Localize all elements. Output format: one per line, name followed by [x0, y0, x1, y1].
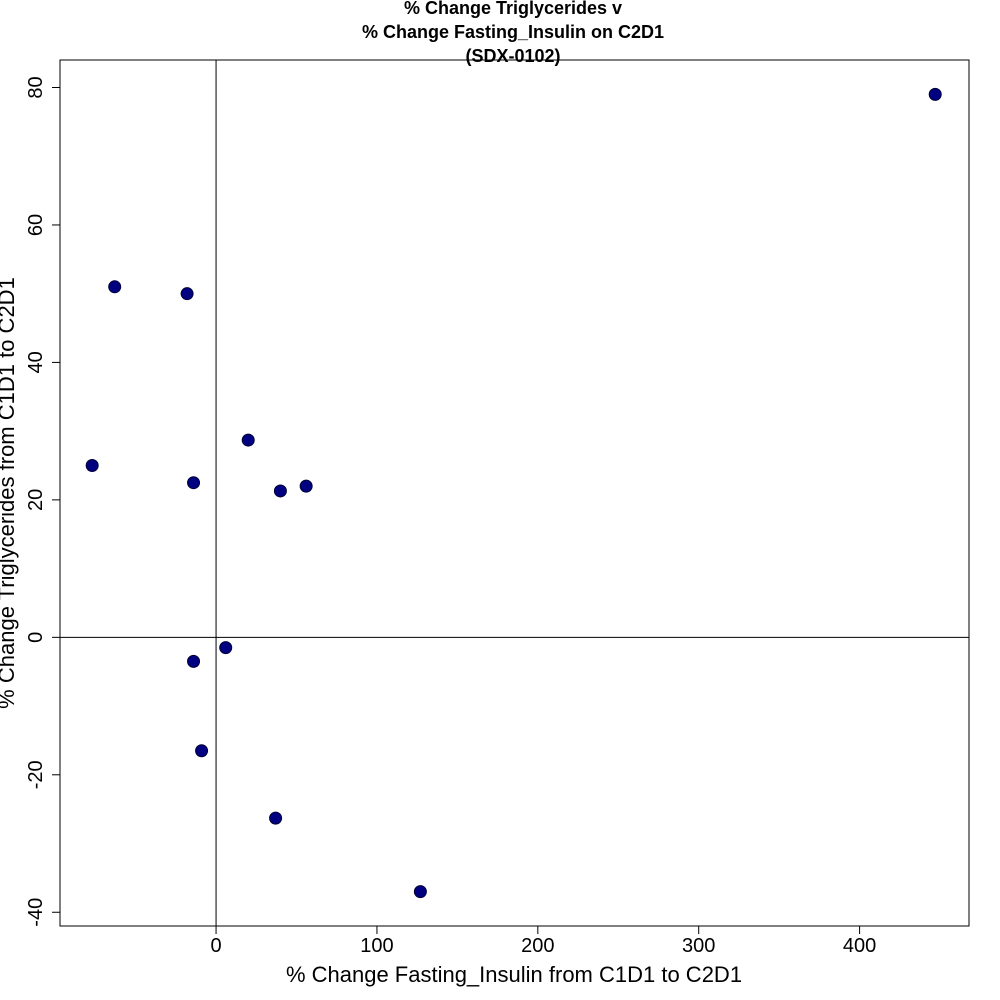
title-line-1: % Change Triglycerides v — [404, 0, 622, 18]
y-tick-label: 80 — [25, 76, 47, 98]
data-point — [413, 885, 427, 899]
data-points — [85, 87, 942, 899]
y-tick-label: -20 — [25, 760, 47, 789]
y-tick-label: 20 — [25, 489, 47, 511]
plot-area-frame — [59, 59, 970, 927]
data-point — [187, 654, 201, 668]
y-tick-label: 0 — [25, 632, 47, 643]
x-tick-label: 300 — [682, 935, 715, 957]
data-point — [273, 484, 287, 498]
data-point — [299, 479, 313, 493]
x-tick-label: 100 — [360, 935, 393, 957]
y-tick-label: 60 — [25, 214, 47, 236]
y-axis: -40 -20 0 20 40 60 80 — [25, 76, 60, 927]
data-point — [180, 287, 194, 301]
data-point — [108, 280, 122, 294]
data-point — [195, 744, 209, 758]
data-point — [928, 87, 942, 101]
data-point — [241, 433, 255, 447]
data-point — [85, 459, 99, 473]
data-point — [219, 641, 233, 655]
data-point — [187, 476, 201, 490]
y-axis-label: % Change Triglycerides from C1D1 to C2D1 — [0, 277, 19, 709]
x-tick-label: 200 — [521, 935, 554, 957]
title-line-2: % Change Fasting_Insulin on C2D1 — [362, 22, 664, 42]
y-tick-label: 40 — [25, 351, 47, 373]
y-tick-label: -40 — [25, 898, 47, 927]
reference-lines — [60, 60, 969, 926]
data-point — [269, 811, 283, 825]
x-axis-label: % Change Fasting_Insulin from C1D1 to C2… — [286, 962, 742, 987]
chart-title: % Change Triglycerides v % Change Fastin… — [362, 0, 664, 66]
x-axis: 0 100 200 300 400 — [210, 926, 876, 957]
x-tick-label: 0 — [210, 935, 221, 957]
x-tick-label: 400 — [843, 935, 876, 957]
title-line-3: (SDX-0102) — [465, 46, 560, 66]
